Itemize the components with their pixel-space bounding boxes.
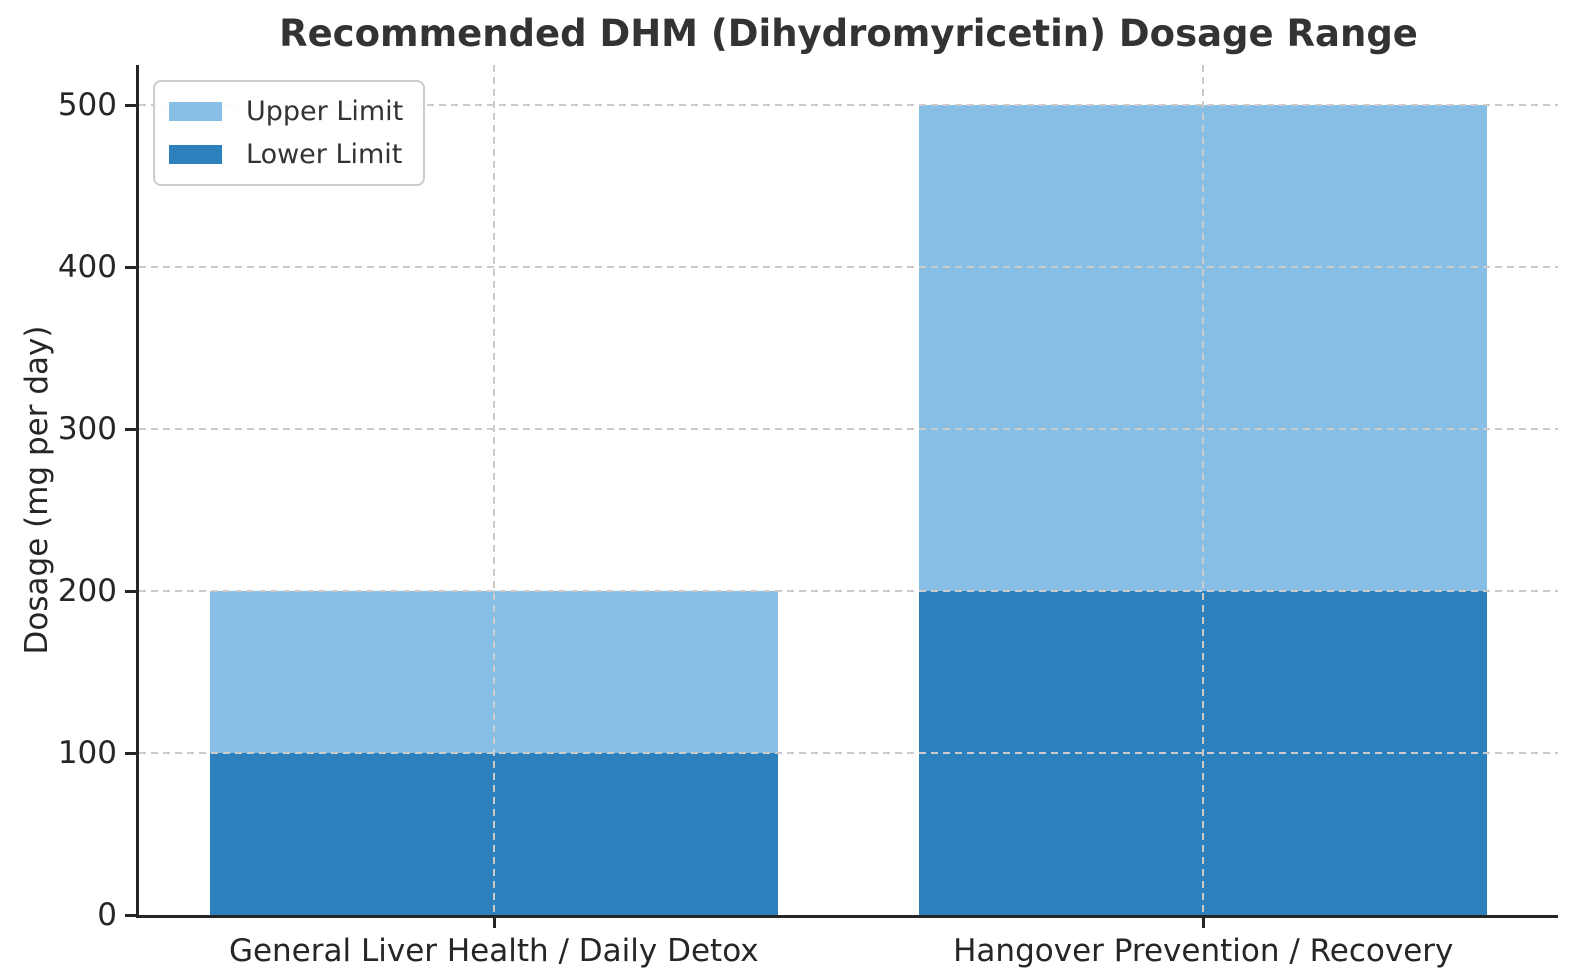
y-tick-label: 200 [57,573,117,610]
y-tick-label: 400 [57,249,117,286]
y-tick-label: 300 [57,411,117,448]
legend-item: Upper Limit [169,96,403,127]
y-tick-mark [125,428,136,432]
y-tick-label: 0 [97,897,117,933]
gridline-vertical [1202,65,1205,915]
gridline-horizontal [139,752,1558,755]
y-tick-label: 500 [57,87,117,124]
left-spine [136,65,139,918]
legend-swatch-upper-limit [169,102,222,121]
x-tick-mark [1202,918,1206,928]
gridline-horizontal [139,428,1558,431]
y-tick-label: 100 [57,735,117,772]
chart-title: Recommended DHM (Dihydromyricetin) Dosag… [279,12,1418,55]
y-tick-mark [125,590,136,594]
legend-swatch-lower-limit [169,145,222,164]
bottom-spine [136,915,1558,918]
plot-area: Upper Limit Lower Limit [139,65,1558,915]
legend-label: Upper Limit [246,96,404,127]
y-tick-mark [125,914,136,917]
gridline-horizontal [139,266,1558,269]
y-tick-mark [125,266,136,270]
legend: Upper Limit Lower Limit [153,80,426,186]
gridline-horizontal [139,104,1558,107]
legend-label: Lower Limit [246,139,403,170]
x-tick-mark [492,918,496,928]
y-tick-mark [125,752,136,756]
y-tick-mark [125,104,136,108]
x-tick-label: Hangover Prevention / Recovery [953,933,1454,969]
gridline-vertical [492,65,495,915]
x-tick-label: General Liver Health / Daily Detox [228,933,759,969]
gridline-horizontal [139,590,1558,593]
legend-item: Lower Limit [169,139,403,170]
